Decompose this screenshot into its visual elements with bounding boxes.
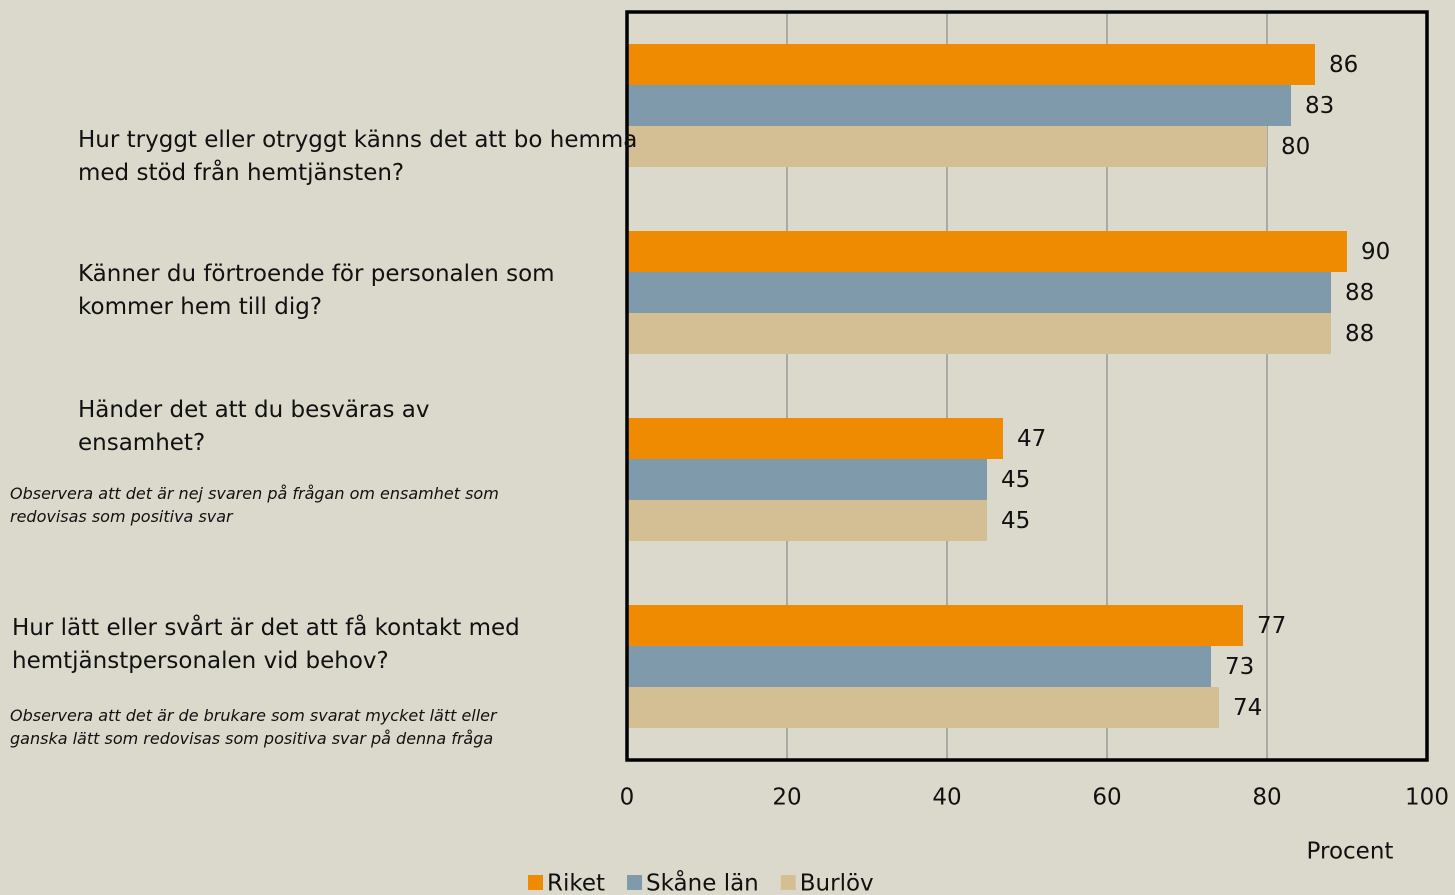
bar bbox=[627, 313, 1331, 354]
x-tick-label: 20 bbox=[772, 785, 801, 811]
data-label: 86 bbox=[1329, 52, 1358, 78]
category-label: Känner du förtroende för personalen som … bbox=[78, 261, 555, 320]
legend-swatch bbox=[528, 875, 543, 890]
x-tick-label: 0 bbox=[620, 785, 635, 811]
annotation: Observera att det är de brukare som svar… bbox=[10, 706, 497, 748]
bar bbox=[627, 687, 1219, 728]
legend-label: Skåne län bbox=[646, 869, 759, 895]
legend-swatch bbox=[780, 875, 796, 890]
bar bbox=[627, 231, 1347, 272]
x-axis-label: Procent bbox=[1307, 839, 1394, 865]
data-label: 77 bbox=[1257, 613, 1286, 639]
plot-frame bbox=[625, 10, 1429, 762]
data-label: 83 bbox=[1305, 93, 1334, 119]
category-label: Händer det att du besväras av ensamhet? bbox=[78, 397, 430, 456]
category-label: Hur tryggt eller otryggt känns det att b… bbox=[78, 127, 638, 186]
data-label: 74 bbox=[1233, 695, 1262, 721]
x-tick-label: 40 bbox=[932, 785, 961, 811]
data-label: 45 bbox=[1001, 508, 1030, 534]
data-label: 73 bbox=[1225, 654, 1254, 680]
category-label: Hur lätt eller svårt är det att få konta… bbox=[12, 615, 520, 674]
data-label: 80 bbox=[1281, 134, 1310, 160]
x-tick-label: 100 bbox=[1405, 785, 1449, 811]
data-label: 47 bbox=[1017, 426, 1046, 452]
bar bbox=[627, 500, 987, 541]
x-tick-label: 80 bbox=[1252, 785, 1281, 811]
legend-label: Burlöv bbox=[800, 871, 874, 895]
data-label: 45 bbox=[1001, 467, 1030, 493]
bar bbox=[627, 44, 1315, 85]
legend-label: Riket bbox=[547, 871, 605, 895]
legend-swatch bbox=[627, 875, 643, 890]
bar bbox=[627, 126, 1267, 167]
bar bbox=[627, 85, 1291, 126]
bar bbox=[627, 605, 1243, 646]
data-label: 88 bbox=[1345, 321, 1374, 347]
data-label: 90 bbox=[1361, 239, 1390, 265]
x-tick-label: 60 bbox=[1092, 785, 1121, 811]
data-label: 88 bbox=[1345, 280, 1374, 306]
bar bbox=[627, 459, 987, 500]
bar bbox=[627, 418, 1003, 459]
bar bbox=[627, 646, 1211, 687]
annotation: Observera att det är nej svaren på fråga… bbox=[10, 484, 499, 526]
bar bbox=[627, 272, 1331, 313]
